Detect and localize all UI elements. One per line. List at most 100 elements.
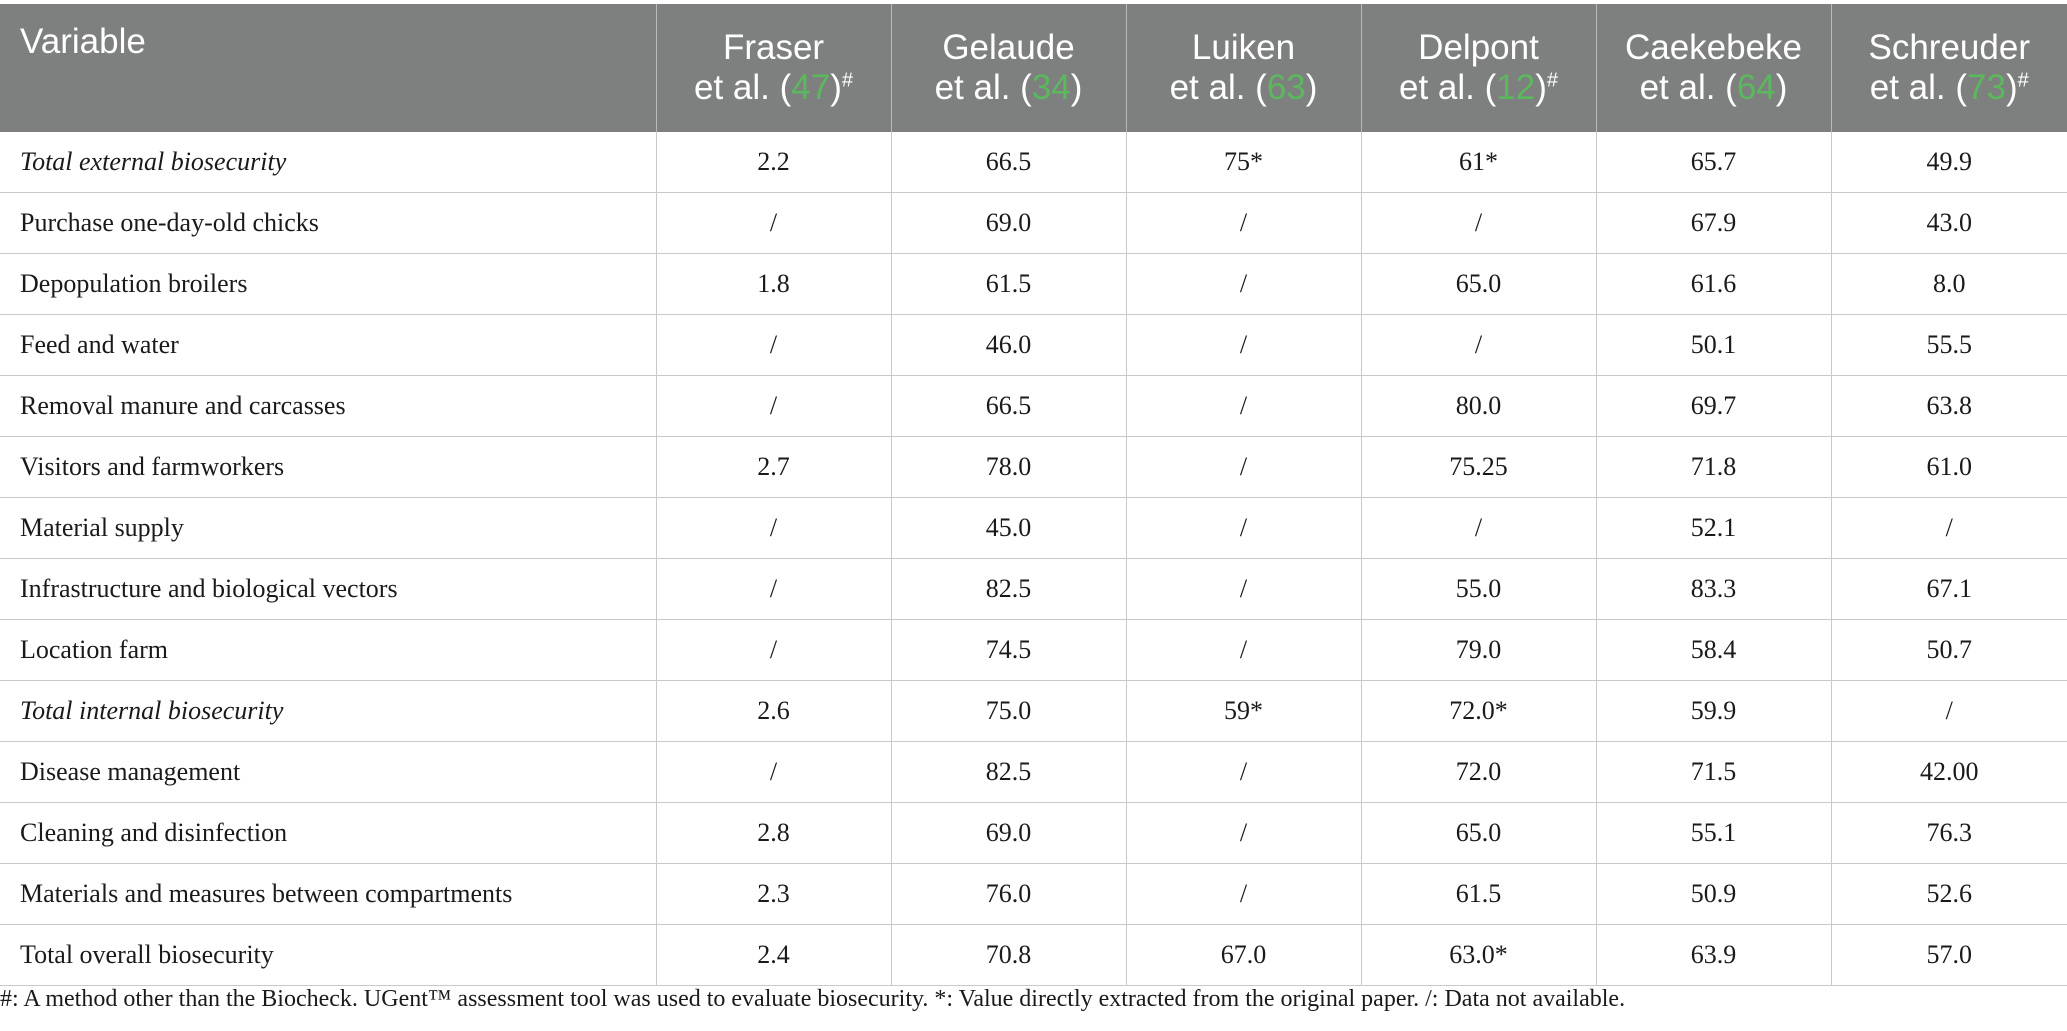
row-variable-label: Depopulation broilers <box>0 253 657 315</box>
table-cell: 55.0 <box>1361 558 1597 620</box>
method-footnote-mark: # <box>1546 69 1558 92</box>
table-cell: 2.2 <box>656 132 892 193</box>
row-variable-label: Total overall biosecurity <box>0 924 657 986</box>
header-et-al-prefix: et al. ( <box>1399 68 1497 107</box>
table-cell: 43.0 <box>1831 192 2067 254</box>
table-row: Cleaning and disinfection 2.8 69.0/65.0 55.… <box>0 802 2067 864</box>
row-variable-label: Visitors and farmworkers <box>0 436 657 498</box>
table-cell: 61* <box>1361 132 1597 193</box>
table-cell: / <box>656 741 892 803</box>
row-variable-label: Materials and measures between compartme… <box>0 863 657 925</box>
biosecurity-table: Variable Fraser et al. (47)# Gelaude et al.… <box>0 4 2067 986</box>
table-cell: 52.6 <box>1831 863 2067 925</box>
table-row: Infrastructure and biological vectors/82… <box>0 558 2067 620</box>
citation-link[interactable]: 12 <box>1496 68 1536 107</box>
table-body: Total external biosecurity 2.2 66.5 75* 61* 6… <box>0 132 2067 986</box>
row-variable-label: Material supply <box>0 497 657 559</box>
table-cell: / <box>1361 314 1597 376</box>
table-cell: 67.1 <box>1831 558 2067 620</box>
citation-link[interactable]: 64 <box>1736 68 1776 107</box>
table-cell: / <box>656 619 892 681</box>
table-cell: 52.1 <box>1596 497 1832 559</box>
header-study-delpont: Delpont et al. (12)# <box>1361 4 1597 132</box>
table-footnote: #: A method other than the Biocheck. UGe… <box>0 986 1626 1012</box>
table-cell: / <box>1126 863 1362 925</box>
header-et-al-suffix: ) <box>830 68 842 107</box>
header-et-al-suffix: ) <box>1305 68 1318 107</box>
header-et-al: et al. (63) <box>1127 68 1361 108</box>
citation-link[interactable]: 47 <box>791 68 831 107</box>
table-cell: 63.8 <box>1831 375 2067 437</box>
table-cell: 55.5 <box>1831 314 2067 376</box>
header-et-al-prefix: et al. ( <box>1169 68 1267 107</box>
table-cell: / <box>1126 253 1362 315</box>
row-variable-label: Feed and water <box>0 314 657 376</box>
header-study-luiken: Luiken et al. (63) <box>1126 4 1362 132</box>
table-cell: 65.7 <box>1596 132 1832 193</box>
table-cell: 69.7 <box>1596 375 1832 437</box>
table-cell: 63.9 <box>1596 924 1832 986</box>
header-author: Fraser <box>722 28 825 67</box>
table-cell: 67.0 <box>1126 924 1362 986</box>
table-cell: 61.6 <box>1596 253 1832 315</box>
table-cell: 46.0 <box>891 314 1127 376</box>
table-cell: 58.4 <box>1596 619 1832 681</box>
table-cell: 70.8 <box>891 924 1127 986</box>
method-footnote-mark: # <box>841 69 853 92</box>
table-row: Disease management/82.5/72.0 71.5 42.00 <box>0 741 2067 803</box>
table-cell: / <box>656 558 892 620</box>
table-cell: 75.0 <box>891 680 1127 742</box>
header-et-al: et al. (64) <box>1597 68 1831 108</box>
table-row: Depopulation broilers 1.8 61.5/65.0 61.6 8.0 <box>0 253 2067 315</box>
table-cell: 66.5 <box>891 375 1127 437</box>
table-cell: 59.9 <box>1596 680 1832 742</box>
table-cell: 67.9 <box>1596 192 1832 254</box>
row-variable-label: Disease management <box>0 741 657 803</box>
header-et-al-prefix: et al. ( <box>934 68 1032 107</box>
citation-link[interactable]: 63 <box>1266 68 1306 107</box>
header-et-al: et al. (34) <box>892 68 1126 108</box>
table-cell: / <box>1126 619 1362 681</box>
table-row: Total internal biosecurity 2.6 75.0 59* 72.0… <box>0 680 2067 742</box>
table-cell: 50.1 <box>1596 314 1832 376</box>
table-cell: 79.0 <box>1361 619 1597 681</box>
table-cell: 61.5 <box>1361 863 1597 925</box>
table-row: Feed and water/46.0//50.1 55.5 <box>0 314 2067 376</box>
citation-link[interactable]: 34 <box>1031 68 1071 107</box>
header-et-al-prefix: et al. ( <box>1639 68 1737 107</box>
table-row: Total overall biosecurity 2.4 70.8 67.0 63.0… <box>0 924 2067 986</box>
table-row: Visitors and farmworkers 2.7 78.0/75.25 71.… <box>0 436 2067 498</box>
table-cell: / <box>1126 436 1362 498</box>
table-row: Material supply/45.0//52.1/ <box>0 497 2067 559</box>
header-et-al-suffix: ) <box>1775 68 1788 107</box>
table-cell: / <box>1831 680 2067 742</box>
table-cell: 63.0* <box>1361 924 1597 986</box>
table-row: Materials and measures between compartme… <box>0 863 2067 925</box>
table-cell: 1.8 <box>656 253 892 315</box>
row-variable-label: Removal manure and carcasses <box>0 375 657 437</box>
header-author: Gelaude <box>942 28 1075 67</box>
row-variable-label: Total external biosecurity <box>0 132 657 193</box>
table-cell: / <box>656 375 892 437</box>
header-et-al-suffix: ) <box>2005 68 2018 107</box>
table-cell: / <box>1361 192 1597 254</box>
method-footnote-mark: # <box>2017 69 2029 92</box>
table-cell: 78.0 <box>891 436 1127 498</box>
table-row: Purchase one-day-old chicks/69.0//67.9 43… <box>0 192 2067 254</box>
table-cell: / <box>1126 314 1362 376</box>
table-cell: / <box>1126 802 1362 864</box>
row-variable-label: Total internal biosecurity <box>0 680 657 742</box>
table-cell: 61.0 <box>1831 436 2067 498</box>
table-cell: 76.3 <box>1831 802 2067 864</box>
table-cell: 45.0 <box>891 497 1127 559</box>
table-cell: / <box>1126 558 1362 620</box>
table-cell: 50.7 <box>1831 619 2067 681</box>
table-cell: / <box>1361 497 1597 559</box>
table-cell: 69.0 <box>891 802 1127 864</box>
table-cell: 75* <box>1126 132 1362 193</box>
header-et-al: et al. (73)# <box>1832 68 2067 108</box>
table-cell: 71.5 <box>1596 741 1832 803</box>
citation-link[interactable]: 73 <box>1967 68 2006 107</box>
table-cell: 75.25 <box>1361 436 1597 498</box>
table-cell: 74.5 <box>891 619 1127 681</box>
